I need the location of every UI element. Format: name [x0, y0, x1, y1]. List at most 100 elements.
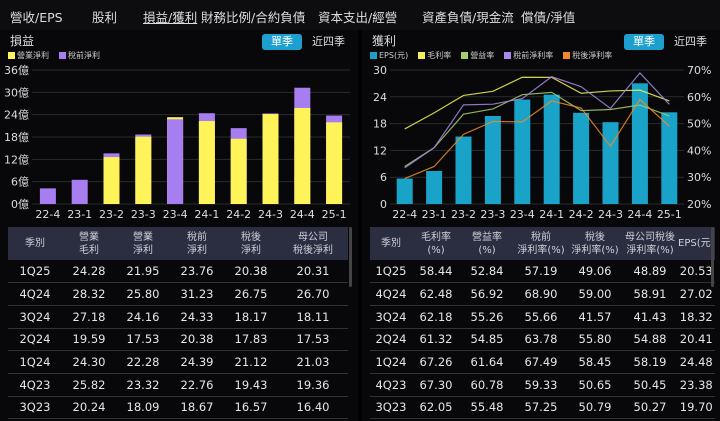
legend-label: 稅前淨利: [68, 51, 100, 60]
header-text: 淨利率(%): [626, 244, 674, 256]
y2-tick-label: 60%: [687, 91, 711, 104]
aftertax-margin-line: [404, 98, 670, 180]
table-cell: 55.80: [568, 328, 622, 352]
operating-income-bar: [294, 107, 311, 204]
y-tick-label: 18: [373, 118, 387, 131]
y-tick-label: 18億: [4, 131, 29, 144]
column-header[interactable]: 季別: [370, 227, 412, 260]
table-cell: 55.66: [514, 305, 568, 329]
nav-tab[interactable]: 損益/獲利: [143, 10, 198, 25]
table-row: 3Q24 62.18 55.26 55.66 41.57 41.43 18.32: [370, 305, 715, 329]
x-tick-label: 23-2: [99, 208, 124, 221]
table-cell: 63.78: [514, 328, 568, 352]
y2-tick-label: 70%: [687, 64, 711, 77]
column-header[interactable]: 稅前 淨利率(%): [514, 227, 568, 260]
x-tick-label: 22-4: [35, 208, 60, 221]
trailing-four-button[interactable]: 近四季: [674, 35, 707, 48]
eps-bar: [426, 170, 443, 204]
x-tick-label: 23-4: [163, 208, 188, 221]
quarterly-button[interactable]: 單季: [262, 34, 302, 50]
scrollbar[interactable]: [349, 227, 352, 287]
nav-tab[interactable]: 財務比例/合約負債: [201, 10, 306, 25]
table-cell: 24.28: [62, 260, 116, 284]
column-header[interactable]: 稅後 淨利: [224, 227, 278, 260]
table-cell: 68.90: [514, 282, 568, 306]
legend-item[interactable]: 毛利率: [418, 50, 451, 61]
table-cell: 1Q25: [8, 260, 62, 284]
y-tick-label: 24億: [4, 109, 29, 122]
column-header[interactable]: 營業 毛利: [62, 227, 116, 260]
table-cell: 18.67: [170, 396, 224, 420]
table-cell: 3Q24: [370, 305, 412, 329]
nav-tab[interactable]: 資產負債/現金流: [422, 10, 514, 25]
column-header[interactable]: 稅後 淨利率(%): [568, 227, 622, 260]
x-tick-label: 23-1: [67, 208, 92, 221]
table-cell: 17.53: [278, 328, 348, 352]
trailing-four-button[interactable]: 近四季: [312, 35, 345, 48]
table-row: 1Q24 67.26 61.64 67.49 58.45 58.19 24.48: [370, 350, 715, 374]
column-header[interactable]: 毛利率 (%): [412, 227, 460, 260]
legend-swatch: [461, 52, 469, 59]
column-header[interactable]: 營益率 (%): [460, 227, 514, 260]
eps-bar: [573, 112, 590, 204]
x-tick-label: 24-1: [194, 208, 219, 221]
pretax-income-bar: [71, 179, 88, 204]
table-cell: 19.36: [278, 373, 348, 397]
table-row: 4Q24 28.32 25.80 31.23 26.75 26.70: [8, 282, 348, 306]
legend-item[interactable]: 稅後淨利率: [563, 50, 612, 61]
legend-swatch: [8, 52, 15, 59]
x-tick-label: 24-3: [598, 208, 623, 221]
x-tick-label: 24-3: [258, 208, 283, 221]
profitability-table: 季別 毛利率 (%) 營益率 (%) 稅前 淨利率(%) 稅後 淨利率(%) 母公司稅後 淨利率(%…: [370, 227, 715, 420]
x-tick-label: 25-1: [322, 208, 347, 221]
column-header[interactable]: 季別: [8, 227, 62, 260]
header-text: 淨利: [133, 244, 153, 256]
x-tick-label: 24-1: [539, 208, 564, 221]
table-cell: 16.57: [224, 396, 278, 420]
table-cell: 21.95: [116, 260, 170, 284]
nav-tab[interactable]: 股利: [92, 10, 118, 25]
table-cell: 20.24: [62, 396, 116, 420]
table-cell: 19.70: [678, 396, 715, 420]
y-tick-label: 30億: [4, 86, 29, 99]
header-text: 季別: [381, 238, 401, 249]
legend-item[interactable]: 稅前淨利: [59, 50, 100, 61]
nav-tab[interactable]: 營收/EPS: [10, 10, 63, 25]
header-text: 營業: [79, 231, 99, 243]
panel-title: 獲利: [372, 34, 397, 48]
table-cell: 24.48: [678, 350, 715, 374]
legend-item[interactable]: 稅前淨利率: [504, 50, 553, 61]
column-header[interactable]: EPS(元): [678, 227, 715, 260]
x-tick-label: 23-3: [480, 208, 505, 221]
y-tick-label: 24: [373, 91, 387, 104]
table-cell: 31.23: [170, 282, 224, 306]
quarterly-button[interactable]: 單季: [624, 34, 664, 50]
x-tick-label: 23-2: [451, 208, 476, 221]
x-tick-label: 25-1: [657, 208, 682, 221]
header-text: (%): [478, 244, 496, 256]
nav-tab[interactable]: 資本支出/經營: [318, 10, 398, 25]
header-text: 母公司稅後: [625, 231, 675, 243]
nav-tab[interactable]: 償債/淨值: [521, 10, 576, 25]
header-text: 毛利: [79, 244, 99, 256]
legend-item[interactable]: EPS(元): [370, 50, 408, 61]
table-row: 3Q23 20.24 18.09 18.67 16.57 16.40: [8, 396, 348, 420]
legend-label: 營益率: [470, 51, 495, 60]
column-header[interactable]: 稅前 淨利: [170, 227, 224, 260]
scrollbar[interactable]: [711, 227, 714, 287]
header-text: 稅前: [187, 231, 207, 243]
column-header[interactable]: 營業 淨利: [116, 227, 170, 260]
table-row: 4Q23 25.82 23.32 22.76 19.43 19.36: [8, 373, 348, 397]
y-tick-label: 0億: [11, 198, 29, 211]
eps-bar: [484, 116, 501, 204]
x-tick-label: 24-2: [569, 208, 594, 221]
column-header[interactable]: 母公司稅後 淨利率(%): [622, 227, 678, 260]
x-tick-label: 23-4: [510, 208, 535, 221]
legend-item[interactable]: 營益率: [461, 50, 494, 61]
table-cell: 55.48: [460, 396, 514, 420]
column-header[interactable]: 母公司 稅後淨利: [278, 227, 348, 260]
table-cell: 67.49: [514, 350, 568, 374]
table-cell: 20.38: [224, 260, 278, 284]
legend-item[interactable]: 營業淨利: [8, 50, 49, 61]
chart-legend: 營業淨利 稅前淨利: [8, 50, 100, 61]
